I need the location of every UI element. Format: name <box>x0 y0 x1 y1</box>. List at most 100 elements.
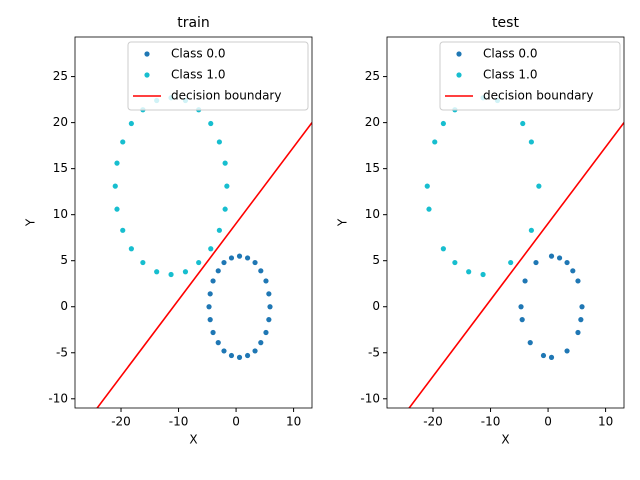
y-axis-label: Y <box>24 218 38 227</box>
y-tick-label: 20 <box>53 115 68 129</box>
legend-label: decision boundary <box>483 89 593 103</box>
x-tick-label: 10 <box>598 415 613 429</box>
point <box>258 340 264 346</box>
decision-line <box>96 122 312 408</box>
point <box>440 120 446 127</box>
legend-label: Class 1.0 <box>483 68 537 82</box>
point <box>432 139 438 145</box>
legend-box <box>127 41 309 111</box>
legend-label: Class 0.0 <box>171 47 225 61</box>
point <box>154 269 160 275</box>
point <box>128 246 134 252</box>
point <box>216 139 222 145</box>
axes-frame <box>74 36 313 409</box>
point <box>536 183 542 189</box>
legend-marker <box>144 51 150 57</box>
point <box>228 255 235 261</box>
point <box>258 268 264 274</box>
point <box>266 317 272 323</box>
point <box>114 160 120 166</box>
point <box>120 227 126 233</box>
point <box>570 268 576 274</box>
legend-marker <box>456 51 462 57</box>
point <box>564 348 570 354</box>
point <box>263 278 269 284</box>
legend-label: Class 1.0 <box>171 68 225 82</box>
point <box>520 120 526 127</box>
point <box>216 227 222 233</box>
plot-area <box>96 95 312 408</box>
point <box>267 304 273 310</box>
point <box>519 317 525 323</box>
x-tick-label: 10 <box>286 415 301 429</box>
point <box>244 255 251 261</box>
point <box>244 352 251 359</box>
point <box>579 304 585 310</box>
point <box>528 227 534 233</box>
subplot-title: test <box>492 15 519 31</box>
x-tick-label: 0 <box>232 415 240 429</box>
point <box>222 206 228 212</box>
point <box>207 317 213 323</box>
x-axis-label: X <box>501 433 509 447</box>
subplot-title: train <box>177 15 210 31</box>
point <box>252 348 258 354</box>
point <box>221 259 227 266</box>
point <box>114 206 120 212</box>
point <box>548 354 555 360</box>
legend-marker <box>144 72 150 78</box>
point <box>575 278 581 284</box>
y-tick-label: 5 <box>60 253 68 267</box>
point <box>252 259 258 266</box>
legend-label: Class 0.0 <box>483 47 537 61</box>
point <box>215 340 221 346</box>
x-axis-label: X <box>189 433 197 447</box>
y-tick-label: 20 <box>365 115 380 129</box>
point <box>120 139 126 145</box>
y-axis-label: Y <box>336 218 350 227</box>
y-tick-label: 15 <box>365 161 380 175</box>
point <box>224 183 230 189</box>
point <box>236 354 243 360</box>
point <box>196 259 202 266</box>
y-tick-label: -5 <box>368 345 380 359</box>
legend-label: decision boundary <box>171 89 281 103</box>
point <box>215 268 221 274</box>
decision-line <box>408 122 624 408</box>
point <box>424 183 430 189</box>
plot-area <box>408 95 624 408</box>
point <box>452 259 458 266</box>
y-tick-label: 25 <box>365 69 380 83</box>
point <box>210 329 216 336</box>
y-tick-label: -10 <box>48 391 68 405</box>
x-tick-label: -10 <box>481 415 501 429</box>
point <box>508 259 514 266</box>
y-tick-label: -10 <box>360 391 380 405</box>
point <box>140 259 146 266</box>
y-tick-label: 0 <box>60 299 68 313</box>
y-tick-label: 10 <box>53 207 68 221</box>
point <box>528 139 534 145</box>
y-tick-label: 0 <box>372 299 380 313</box>
axes-frame <box>386 36 625 409</box>
point <box>518 304 524 310</box>
y-tick-label: -5 <box>56 345 68 359</box>
point <box>206 304 212 310</box>
point <box>228 352 235 359</box>
x-tick-label: 0 <box>544 415 552 429</box>
point <box>210 278 216 284</box>
point <box>182 269 189 275</box>
y-tick-label: 5 <box>372 253 380 267</box>
y-tick-label: 25 <box>53 69 68 83</box>
point <box>208 120 214 127</box>
point <box>564 259 570 266</box>
x-tick-label: -10 <box>169 415 189 429</box>
point <box>440 246 446 252</box>
point <box>128 120 134 127</box>
legend-marker <box>456 72 462 78</box>
y-tick-label: 15 <box>53 161 68 175</box>
point <box>263 329 269 336</box>
point <box>527 340 533 346</box>
point <box>578 317 584 323</box>
